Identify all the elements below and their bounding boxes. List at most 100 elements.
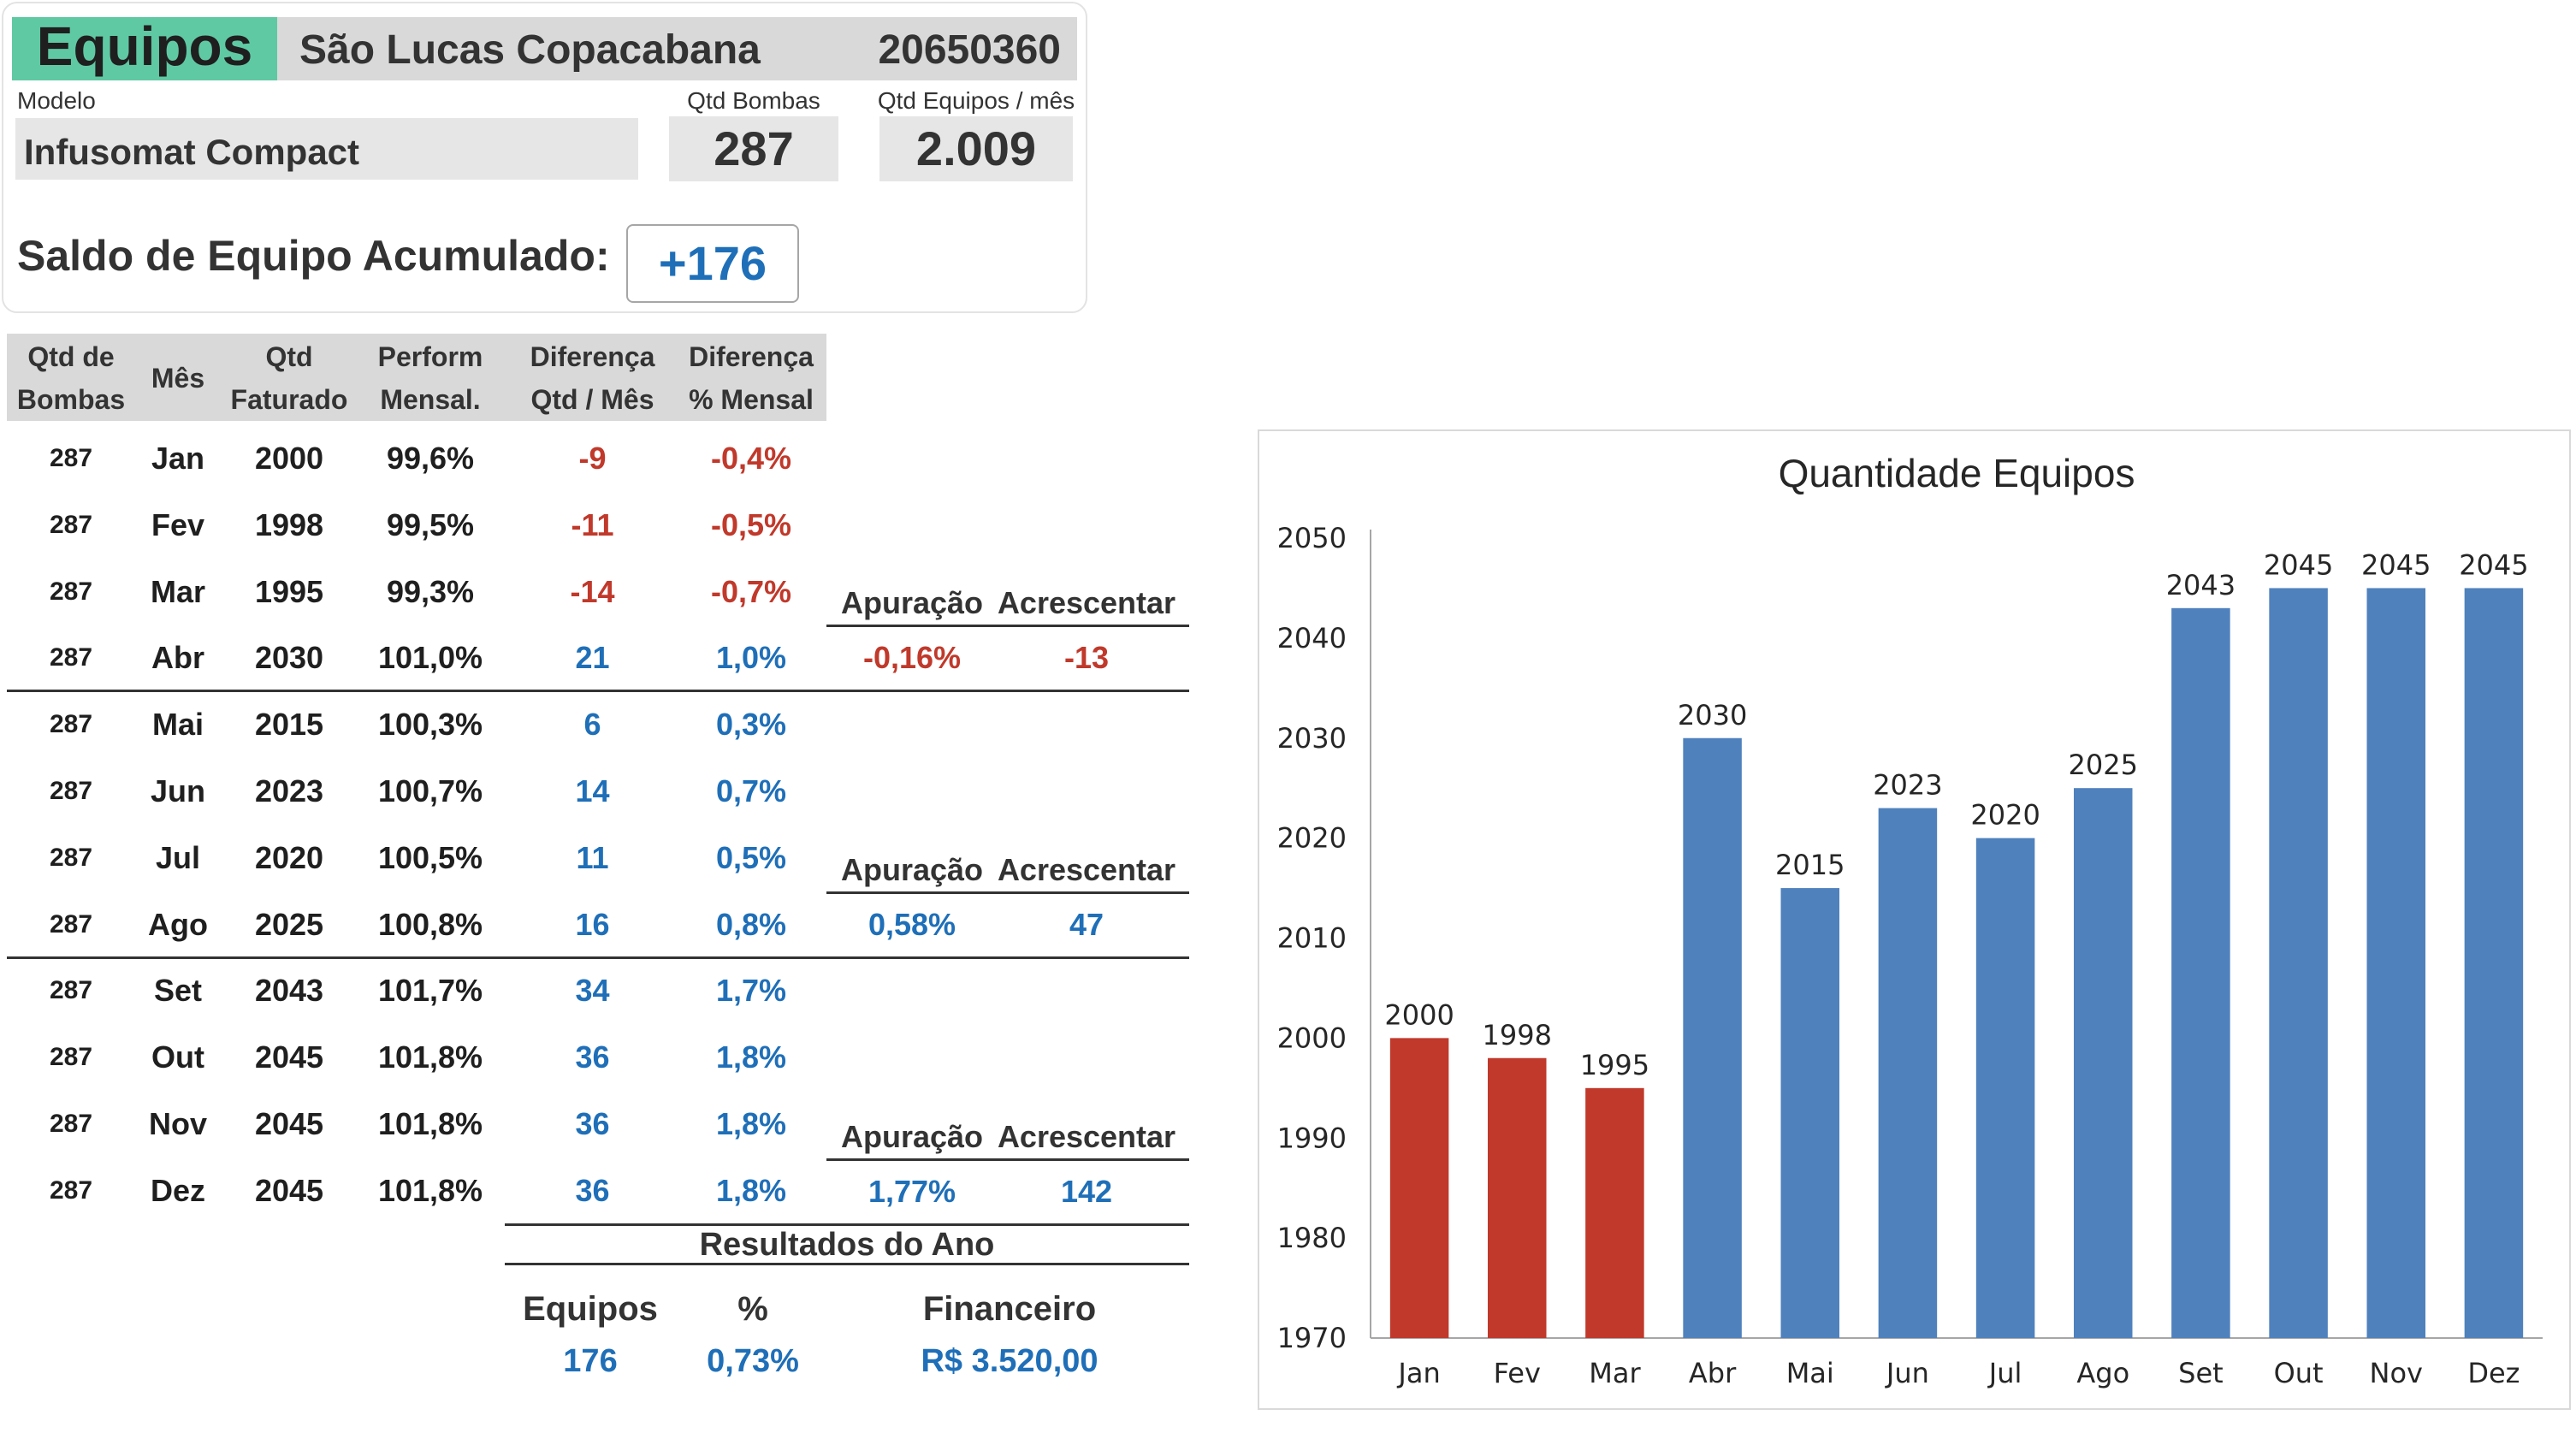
- bar: [1780, 888, 1839, 1338]
- cell-mes: Fev: [151, 506, 205, 542]
- cell-mes: Nov: [148, 1106, 207, 1141]
- cell-dif-qtd: 34: [575, 973, 610, 1009]
- cell-dif-pct: 1,0%: [715, 640, 787, 676]
- resultados-financeiro-value: R$ 3.520,00: [921, 1343, 1099, 1379]
- cell-dif-pct: 1,8%: [715, 1106, 787, 1141]
- cell-dif-qtd: -14: [570, 573, 615, 609]
- cell-mes: Mar: [150, 573, 206, 609]
- cell-bombas: 287: [49, 1110, 93, 1138]
- cell-bombas: 287: [49, 909, 93, 939]
- y-tick-label: 1970: [1277, 1322, 1347, 1354]
- location-code: 20650360: [878, 27, 1061, 73]
- apuracao-value: 0,58%: [868, 907, 956, 942]
- data-label: 2023: [1873, 769, 1942, 802]
- resultados-top-line: [505, 1223, 1189, 1226]
- cell-bombas: 287: [49, 577, 93, 606]
- acrescentar-value: 142: [1060, 1174, 1113, 1209]
- cell-mes: Jan: [151, 441, 205, 476]
- apuracao-header: Apuração: [840, 1119, 984, 1154]
- cell-faturado: 2025: [254, 906, 324, 942]
- qtd-equipos-label: Qtd Equipos / mês: [877, 87, 1075, 114]
- apuracao-underline: [826, 891, 1189, 894]
- acrescentar-header: Acrescentar: [997, 852, 1176, 887]
- cell-dif-pct: 1,8%: [715, 1172, 787, 1208]
- cell-perform: 101,0%: [377, 640, 483, 676]
- bar: [1585, 1087, 1644, 1338]
- x-tick-label: Set: [2178, 1357, 2224, 1389]
- data-label: 2045: [2264, 548, 2333, 581]
- cell-dif-pct: -0,5%: [710, 506, 792, 542]
- x-tick-label: Dez: [2467, 1357, 2520, 1389]
- y-tick-label: 1980: [1277, 1222, 1347, 1254]
- x-tick-label: Out: [2274, 1357, 2324, 1389]
- col-header-faturado: Qtd Faturado: [230, 341, 348, 415]
- x-tick-label: Jul: [1987, 1357, 2022, 1389]
- acrescentar-value: -13: [1063, 640, 1110, 675]
- col-header-perform: Perform Mensal.: [377, 341, 483, 415]
- cell-faturado: 2045: [254, 1172, 324, 1208]
- cell-mes: Ago: [148, 906, 208, 942]
- cell-dif-pct: 1,8%: [715, 1039, 787, 1075]
- cell-dif-qtd: 11: [576, 839, 609, 875]
- x-tick-label: Mar: [1589, 1357, 1641, 1389]
- y-tick-label: 2000: [1277, 1021, 1347, 1054]
- data-label: 2025: [2069, 749, 2138, 781]
- cell-bombas: 287: [49, 976, 93, 1005]
- bar: [1488, 1057, 1547, 1338]
- x-tick-label: Fev: [1494, 1357, 1541, 1389]
- acrescentar-header: Acrescentar: [997, 1119, 1176, 1154]
- cell-dif-qtd: 36: [575, 1039, 610, 1075]
- x-tick-label: Abr: [1689, 1357, 1737, 1389]
- cell-dif-qtd: 36: [575, 1172, 610, 1208]
- cell-faturado: 2023: [254, 773, 324, 808]
- cell-faturado: 2045: [254, 1039, 324, 1075]
- cell-mes: Abr: [151, 640, 204, 676]
- resultados-equipos-label: Equipos: [523, 1290, 658, 1328]
- x-tick-label: Jan: [1396, 1357, 1440, 1389]
- data-label: 2030: [1678, 699, 1747, 731]
- section-divider-2: [7, 956, 1189, 959]
- cell-dif-pct: -0,4%: [710, 441, 792, 476]
- data-label: 2045: [2361, 548, 2431, 581]
- cell-mes: Mai: [151, 707, 204, 743]
- data-label: 2043: [2166, 569, 2235, 601]
- y-tick-label: 2050: [1277, 522, 1347, 554]
- apuracao-underline: [826, 1158, 1189, 1161]
- cell-perform: 100,8%: [377, 906, 483, 942]
- chart-frame: Quantidade Equipos 1970 1980 1990 2000 2010 20…: [1258, 429, 2571, 1410]
- resultados-equipos-value: 176: [563, 1343, 618, 1379]
- y-tick-label: 2040: [1277, 622, 1347, 654]
- cell-mes: Dez: [150, 1172, 206, 1208]
- modelo-value: Infusomat Compact: [15, 118, 638, 180]
- data-label: 2020: [1970, 799, 2040, 832]
- cell-faturado: 1995: [254, 573, 324, 609]
- x-tick-label: Jun: [1885, 1357, 1929, 1389]
- cell-faturado: 2045: [254, 1106, 324, 1141]
- cell-bombas: 287: [49, 1175, 93, 1205]
- apuracao-value: 1,77%: [868, 1174, 956, 1209]
- resultados-pct-label: %: [737, 1290, 768, 1328]
- col-header-mes: Mês: [151, 363, 205, 394]
- acrescentar-header: Acrescentar: [997, 585, 1176, 620]
- col-header-dif-qtd: Diferença Qtd / Mês: [530, 341, 655, 415]
- cell-bombas: 287: [49, 843, 93, 872]
- cell-dif-qtd: 6: [583, 707, 601, 743]
- cell-dif-qtd: 21: [575, 640, 610, 676]
- cell-bombas: 287: [49, 510, 93, 539]
- x-tick-label: Nov: [2370, 1357, 2423, 1389]
- cell-faturado: 2015: [254, 707, 324, 743]
- bar: [1389, 1038, 1449, 1338]
- cell-dif-pct: -0,7%: [710, 573, 792, 609]
- bar: [2074, 788, 2133, 1338]
- bar: [2366, 588, 2425, 1338]
- cell-perform: 101,7%: [377, 973, 483, 1009]
- cell-dif-pct: 0,7%: [715, 773, 787, 808]
- cell-dif-pct: 1,7%: [715, 973, 787, 1009]
- x-tick-label: Mai: [1786, 1357, 1834, 1389]
- data-label: 2045: [2459, 548, 2528, 581]
- cell-bombas: 287: [49, 643, 93, 672]
- cell-mes: Set: [153, 973, 203, 1009]
- location-background: [277, 17, 1077, 80]
- cell-dif-qtd: 14: [575, 773, 610, 808]
- y-tick-label: 2020: [1277, 822, 1347, 855]
